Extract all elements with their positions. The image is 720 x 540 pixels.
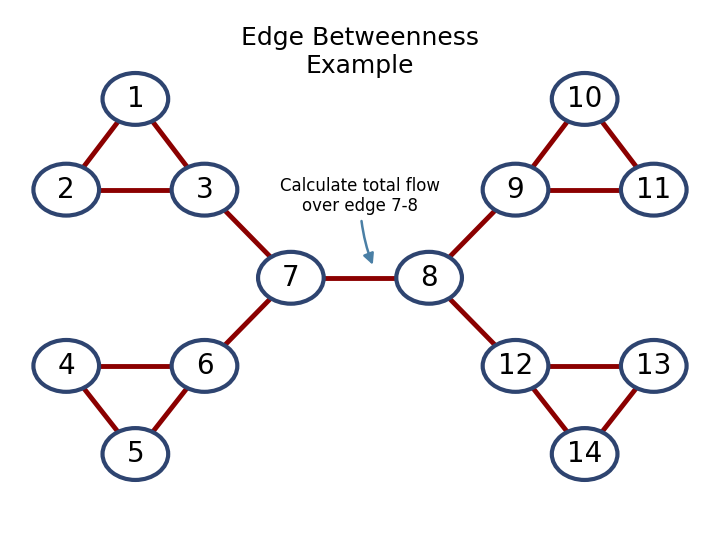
Text: 9: 9 [507,176,524,204]
Text: 3: 3 [196,176,213,204]
Ellipse shape [102,428,168,480]
Text: Calculate total flow
over edge 7-8: Calculate total flow over edge 7-8 [280,177,440,262]
Ellipse shape [396,252,462,303]
Text: Edge Betweenness
Example: Edge Betweenness Example [241,26,479,78]
Ellipse shape [482,164,549,215]
Ellipse shape [102,73,168,125]
Ellipse shape [621,164,687,215]
Ellipse shape [33,340,99,392]
Ellipse shape [552,73,618,125]
Text: 1: 1 [127,85,144,113]
Text: 4: 4 [58,352,75,380]
Text: 13: 13 [636,352,672,380]
Text: 10: 10 [567,85,603,113]
Text: 7: 7 [282,264,300,292]
Text: 11: 11 [636,176,671,204]
Ellipse shape [482,340,549,392]
Text: 8: 8 [420,264,438,292]
Ellipse shape [171,164,238,215]
Text: 14: 14 [567,440,602,468]
Text: 6: 6 [196,352,213,380]
Ellipse shape [621,340,687,392]
Ellipse shape [171,340,238,392]
Text: 12: 12 [498,352,533,380]
Ellipse shape [258,252,324,303]
Ellipse shape [33,164,99,215]
Text: 2: 2 [58,176,75,204]
Ellipse shape [552,428,618,480]
Text: 5: 5 [127,440,144,468]
